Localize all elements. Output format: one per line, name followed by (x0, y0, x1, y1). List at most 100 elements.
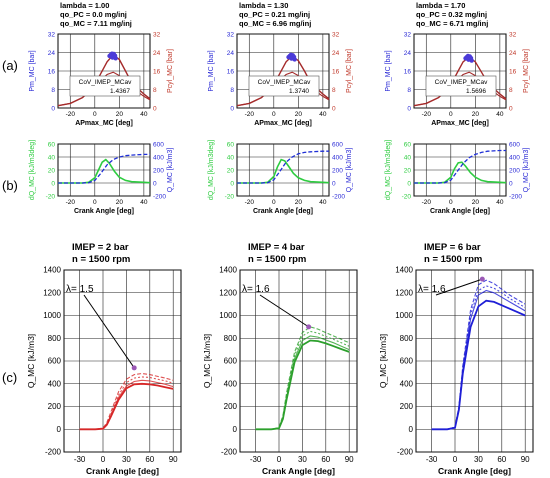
x-axis-label: Crank Angle [deg] (74, 208, 134, 215)
y2-tick-label: 0 (509, 181, 513, 188)
x-tick-label: 30 (474, 455, 483, 464)
y-tick-label: 24 (48, 50, 56, 57)
x-tick-label: 90 (521, 455, 530, 464)
cov-box (69, 75, 141, 97)
series-line-dQ (414, 161, 507, 184)
y-tick-label: 200 (400, 402, 414, 411)
y2-axis-label: Q_MC [kJ/m3] (167, 148, 174, 193)
y-tick-label: 0 (230, 106, 234, 113)
y2-axis-label: Q_MC [kJ/m3] (346, 148, 353, 193)
y2-tick-label: -200 (153, 194, 166, 201)
x-tick-label: 20 (472, 199, 480, 206)
panel-title: n = 1500 rpm (248, 254, 306, 265)
x-tick-label: -20 (245, 199, 255, 206)
y-tick-label: 60 (404, 142, 412, 149)
y2-tick-label: 8 (153, 87, 157, 94)
y2-axis-label: Pcyl_MC [bar] (346, 49, 353, 93)
y-axis-label: Q_MC [kJ/m3] (202, 334, 212, 388)
series-line-dQ (237, 158, 330, 184)
y2-tick-label: 400 (153, 155, 164, 162)
series-line (431, 299, 526, 431)
cov-value: 1.4367 (110, 88, 130, 95)
x-axis-label: APmax_MC [deg] (431, 120, 489, 127)
annotation-leader (259, 294, 309, 328)
y-tick-label: 0 (407, 181, 411, 188)
y-tick-label: 0 (230, 181, 234, 188)
y2-tick-label: -200 (332, 194, 345, 201)
header-line: qo_MC = 6.71 mg/inj (416, 19, 488, 28)
y2-tick-label: 16 (509, 69, 517, 76)
y-tick-label: 16 (48, 69, 56, 76)
y2-tick-label: 0 (332, 181, 336, 188)
cov-label: CoV_IMEP_MCav (258, 79, 311, 86)
y-tick-label: 0 (51, 181, 55, 188)
y-tick-label: 0 (51, 106, 55, 113)
y-tick-label: -200 (45, 448, 62, 457)
y-tick-label: 400 (400, 379, 414, 388)
y-tick-label: 1400 (43, 266, 61, 275)
y-tick-label: 800 (400, 334, 414, 343)
x-tick-label: -20 (422, 111, 432, 118)
x-tick-label: 30 (298, 455, 307, 464)
x-tick-label: -20 (422, 199, 432, 206)
y-tick-label: 32 (227, 32, 235, 39)
series-line (255, 339, 350, 431)
y-tick-label: 1000 (43, 311, 61, 320)
lambda-annotation: λ= 1.5 (66, 284, 94, 295)
x-tick-label: 0 (101, 455, 106, 464)
cov-value: 1.3740 (289, 88, 309, 95)
y-tick-label: 1200 (219, 288, 237, 297)
y-tick-label: 40 (48, 155, 56, 162)
x-tick-label: -30 (74, 455, 86, 464)
panel-title: IMEP = 4 bar (248, 242, 305, 253)
x-axis-label: Crank Angle [deg] (262, 466, 335, 476)
annotation-point (306, 324, 312, 330)
series-line (431, 279, 526, 430)
y-tick-label: 32 (404, 32, 412, 39)
x-tick-label: 0 (272, 111, 276, 118)
y-axis-label: Pm_MC [bar] (385, 50, 392, 91)
y2-tick-label: 24 (332, 50, 340, 57)
row-label-b: (b) (2, 178, 18, 193)
y2-tick-label: 600 (153, 142, 164, 149)
y-tick-label: 800 (48, 334, 62, 343)
y2-tick-label: 0 (509, 106, 513, 113)
y2-tick-label: 200 (332, 168, 343, 175)
y-tick-label: 40 (404, 155, 412, 162)
lambda-annotation: λ= 1.6 (418, 284, 446, 295)
y-tick-label: 16 (227, 69, 235, 76)
y-axis-label: dQ_MC [kJ/m3deg] (208, 140, 215, 200)
y-tick-label: 1400 (395, 266, 413, 275)
x-tick-label: 0 (449, 111, 453, 118)
y-tick-label: 1200 (43, 288, 61, 297)
y-axis-label: dQ_MC [kJ/m3deg] (29, 140, 36, 200)
y2-tick-label: 24 (509, 50, 517, 57)
x-axis-label: Crank Angle [deg] (86, 466, 159, 476)
y-tick-label: 0 (233, 425, 238, 434)
annotation-leader (83, 294, 135, 369)
row-label-a: (a) (2, 58, 18, 73)
y-tick-label: 8 (51, 87, 55, 94)
x-tick-label: -20 (245, 111, 255, 118)
y2-tick-label: 400 (509, 155, 520, 162)
x-tick-label: 0 (453, 455, 458, 464)
y-tick-label: 400 (224, 379, 238, 388)
x-tick-label: -30 (250, 455, 262, 464)
y-tick-label: 24 (227, 50, 235, 57)
y2-tick-label: 8 (332, 87, 336, 94)
x-tick-label: -30 (426, 455, 438, 464)
series-line (255, 330, 350, 430)
y-tick-label: 0 (409, 425, 414, 434)
y2-tick-label: 400 (332, 155, 343, 162)
x-axis-label: Crank Angle [deg] (430, 208, 490, 215)
header-line: lambda = 1.30 (239, 1, 288, 10)
y2-axis-label: Pcyl_MC [bar] (167, 49, 174, 93)
scatter-point (110, 55, 115, 60)
x-tick-label: 0 (272, 199, 276, 206)
